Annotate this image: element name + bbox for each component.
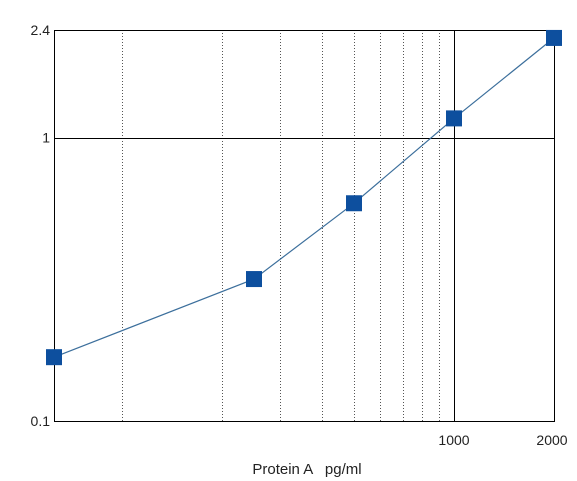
x-axis-title: Protein A pg/ml [252, 461, 361, 478]
y-tick-labels: 2.4 1 0.1 [31, 22, 51, 429]
x-tick-label: 1000 [438, 432, 469, 448]
x-tick-labels: 1000 2000 [438, 432, 567, 448]
y-tick-label: 2.4 [31, 22, 51, 38]
plot-frame [54, 30, 555, 422]
series-line [53, 37, 555, 358]
x-tick-label: 2000 [536, 432, 567, 448]
series [46, 29, 562, 366]
data-point-marker [246, 271, 262, 288]
data-point-marker [346, 195, 362, 212]
data-point-marker [446, 110, 462, 127]
grid [54, 30, 554, 421]
data-point-marker [46, 349, 62, 366]
y-tick-label: 0.1 [31, 413, 51, 429]
data-point-marker [546, 29, 562, 46]
y-tick-label: 1 [42, 130, 50, 146]
